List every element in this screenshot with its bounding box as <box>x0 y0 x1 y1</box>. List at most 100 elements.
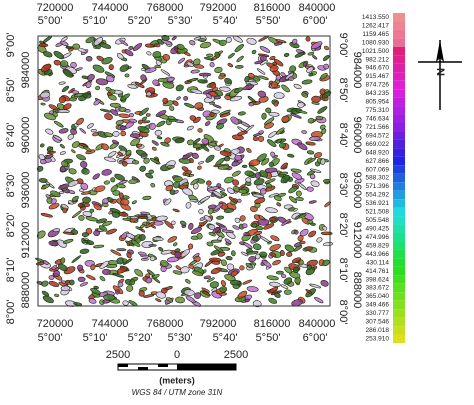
map-cell <box>251 223 258 228</box>
map-cell <box>252 136 259 142</box>
utm-label: 744000 <box>92 318 129 330</box>
map-cell <box>81 240 88 244</box>
map-cell <box>60 257 66 264</box>
map-cell <box>263 223 275 230</box>
map-cell <box>279 142 286 149</box>
map-cell <box>224 238 232 245</box>
map-cell <box>53 270 60 278</box>
map-cell <box>110 109 119 116</box>
map-cell <box>219 292 227 296</box>
map-cell <box>53 50 65 60</box>
map-cell <box>239 215 246 222</box>
map-cell <box>78 143 89 148</box>
map-cell <box>164 299 171 304</box>
map-cell <box>94 185 106 193</box>
map-cell <box>86 123 94 129</box>
legend-swatch <box>393 165 405 174</box>
map-cell <box>227 63 234 68</box>
map-cell <box>172 176 183 182</box>
legend-label: 669.022 <box>366 141 390 148</box>
map-cell <box>67 133 75 140</box>
legend-label: 1413.550 <box>362 14 389 21</box>
legend-label: 627.866 <box>366 158 390 165</box>
map-cell <box>253 214 260 220</box>
map-cell <box>304 246 313 251</box>
map-cell <box>82 196 91 204</box>
map-cell <box>306 66 314 73</box>
map-cell <box>234 43 244 53</box>
legend-swatch <box>393 334 405 343</box>
map-cell <box>110 184 119 192</box>
map-cell <box>192 270 203 277</box>
legend-label: 805.954 <box>366 99 390 106</box>
map-cell <box>61 85 70 93</box>
map-cell <box>53 120 64 128</box>
map-cell <box>69 97 77 102</box>
map-cell <box>213 95 221 100</box>
map-cell <box>187 243 194 250</box>
map-cell <box>234 217 241 223</box>
legend-swatch <box>393 97 405 107</box>
map-cell <box>268 161 274 167</box>
utm-label: 888000 <box>20 272 32 309</box>
map-cell <box>139 165 146 172</box>
map-cell <box>93 244 105 249</box>
map-cell <box>281 84 290 93</box>
map-cell <box>173 189 179 195</box>
map-cell <box>189 199 199 203</box>
map-cell <box>193 182 199 190</box>
map-cell <box>197 79 208 84</box>
map-cell <box>309 173 316 180</box>
map-cell <box>247 95 257 104</box>
utm-label: 888000 <box>351 272 363 309</box>
map-cell <box>321 128 327 135</box>
map-cell <box>172 181 180 189</box>
map-cell <box>166 76 175 82</box>
map-cell <box>138 215 149 220</box>
map-cell <box>155 291 167 299</box>
map-cell <box>230 116 240 125</box>
map-cell <box>205 93 213 99</box>
map-cell <box>39 143 45 148</box>
map-cell <box>308 72 314 77</box>
map-cell <box>219 72 226 77</box>
map-cell <box>93 99 101 106</box>
map-cell <box>125 149 132 156</box>
map-cell <box>146 91 152 97</box>
map-cell <box>294 51 305 58</box>
map-cell <box>145 172 154 179</box>
legend-swatch <box>393 190 405 200</box>
map-cell <box>120 130 126 137</box>
map-cell <box>213 203 224 211</box>
map-cell <box>224 176 234 184</box>
north-label: N <box>434 68 446 76</box>
map-cell <box>258 75 269 81</box>
map-cell <box>163 198 172 206</box>
map-cell <box>160 69 171 76</box>
map-cell <box>270 235 280 242</box>
map-cell <box>154 129 162 136</box>
map-cell <box>149 255 156 262</box>
map-cell <box>269 217 277 222</box>
map-cell <box>103 294 116 301</box>
map-cell <box>136 143 143 148</box>
map-cell <box>182 182 189 187</box>
map-cell <box>117 281 124 288</box>
map-cell <box>40 102 46 106</box>
map-cell <box>309 168 322 173</box>
map-cell <box>93 230 100 237</box>
legend-swatch <box>393 106 405 115</box>
legend-swatch <box>393 233 405 242</box>
map-cell <box>71 149 76 154</box>
legend-label: 571.396 <box>366 183 390 190</box>
map-cell <box>140 74 147 82</box>
map-cell <box>146 269 155 277</box>
map-cell <box>155 110 167 118</box>
map-cell <box>257 218 270 226</box>
degree-label: 8°20' <box>5 213 17 238</box>
map-cell <box>68 200 74 205</box>
map-cell <box>297 182 307 190</box>
map-cell <box>320 72 328 80</box>
legend-label: 843.235 <box>366 90 390 97</box>
map-cell <box>259 170 268 178</box>
